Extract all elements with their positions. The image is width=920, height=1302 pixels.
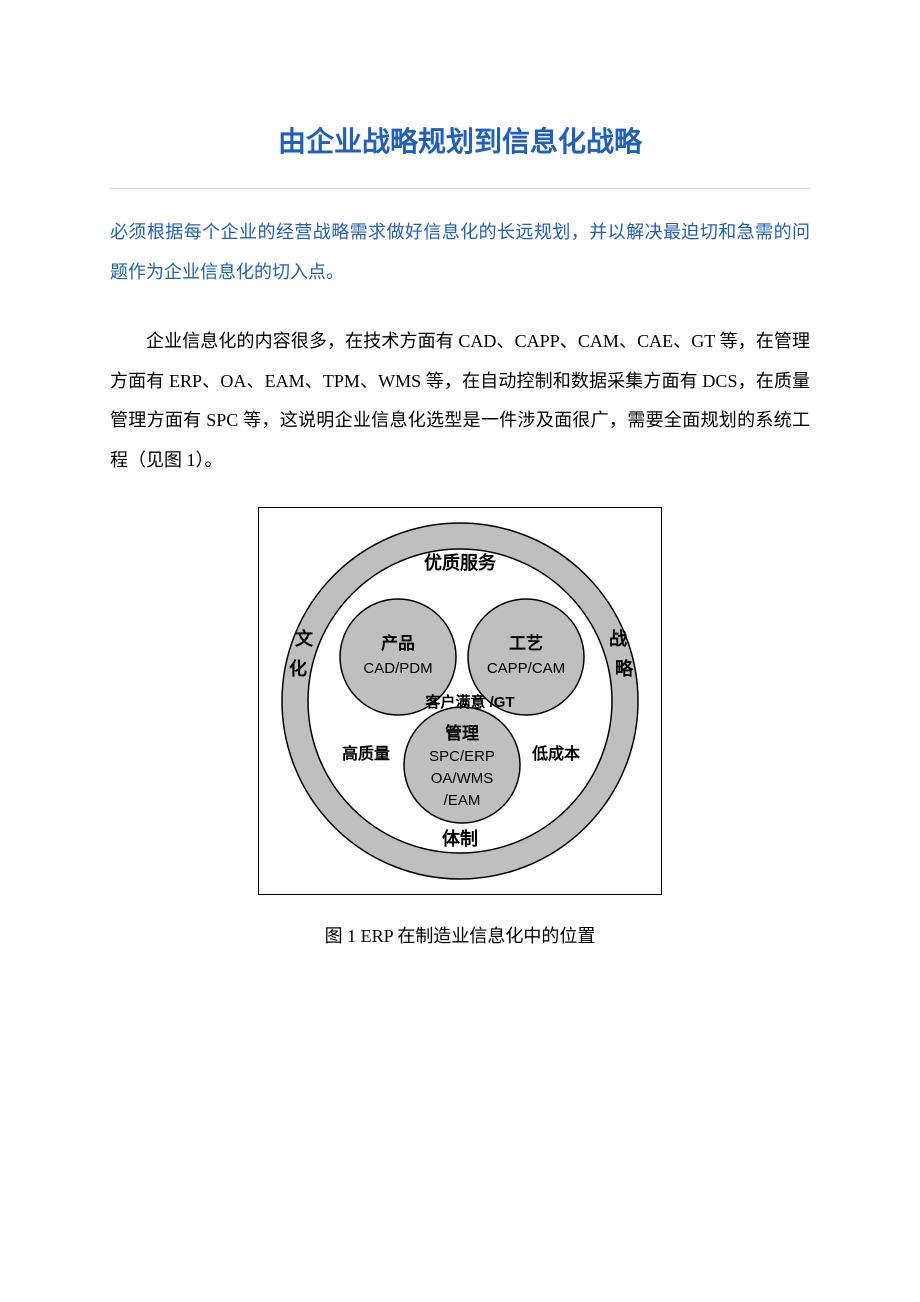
svg-text:OA/WMS: OA/WMS — [431, 770, 494, 787]
svg-text:略: 略 — [615, 658, 634, 679]
svg-text:管理: 管理 — [445, 723, 479, 743]
svg-text:工艺: 工艺 — [509, 633, 543, 653]
page-title: 由企业战略规划到信息化战略 — [110, 120, 810, 160]
svg-text:高质量: 高质量 — [342, 744, 390, 763]
body-paragraph: 企业信息化的内容很多，在技术方面有 CAD、CAPP、CAM、CAE、GT 等，… — [110, 322, 810, 480]
svg-text:SPC/ERP: SPC/ERP — [429, 748, 495, 765]
figure-1-caption: 图 1 ERP 在制造业信息化中的位置 — [110, 922, 810, 948]
svg-text:CAD/PDM: CAD/PDM — [363, 660, 432, 677]
svg-text:/EAM: /EAM — [444, 792, 481, 809]
figure-1: 优质服务文化 战略体制 客户满意 /GT 高质量 低成本 产品 CAD/PDM 工艺 CAPP/… — [110, 507, 810, 900]
svg-text:化: 化 — [289, 658, 307, 679]
svg-text:战: 战 — [609, 629, 627, 649]
svg-text:产品: 产品 — [381, 633, 415, 653]
svg-text:文: 文 — [295, 628, 314, 649]
erp-diagram: 优质服务文化 战略体制 客户满意 /GT 高质量 低成本 产品 CAD/PDM 工艺 CAPP/… — [258, 507, 662, 895]
svg-text:CAPP/CAM: CAPP/CAM — [487, 660, 565, 677]
title-divider — [110, 188, 810, 189]
svg-text:优质服务: 优质服务 — [424, 552, 497, 573]
svg-text:体制: 体制 — [442, 828, 478, 849]
svg-text:低成本: 低成本 — [531, 744, 580, 763]
lead-paragraph: 必须根据每个企业的经营战略需求做好信息化的长远规划，并以解决最迫切和急需的问题作… — [110, 213, 810, 292]
svg-text:客户满意 /GT: 客户满意 /GT — [424, 693, 514, 711]
